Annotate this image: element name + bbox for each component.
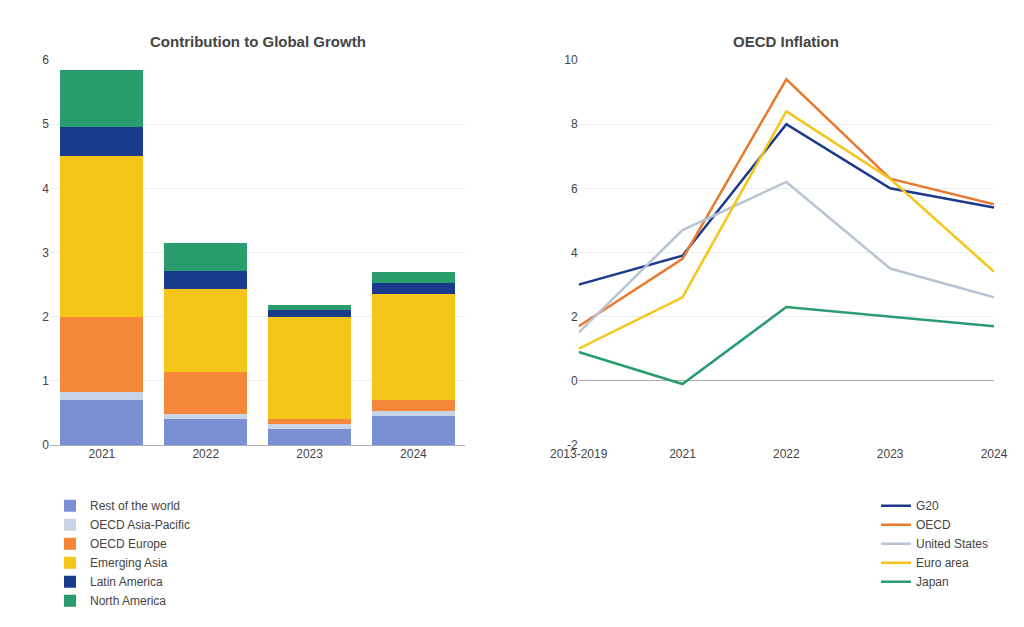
svg-text:2024: 2024 <box>981 447 1008 461</box>
svg-text:2: 2 <box>42 310 49 324</box>
svg-text:Rest of the world: Rest of the world <box>90 499 180 513</box>
svg-text:2023: 2023 <box>296 447 323 461</box>
svg-text:G20: G20 <box>916 499 939 513</box>
svg-text:3: 3 <box>42 246 49 260</box>
svg-text:OECD Europe: OECD Europe <box>90 537 167 551</box>
svg-text:2: 2 <box>571 310 578 324</box>
svg-text:2022: 2022 <box>773 447 800 461</box>
svg-text:2021: 2021 <box>669 447 696 461</box>
svg-text:OECD: OECD <box>916 518 951 532</box>
svg-text:Emerging Asia: Emerging Asia <box>90 556 168 570</box>
svg-text:Latin America: Latin America <box>90 575 163 589</box>
svg-text:5: 5 <box>42 117 49 131</box>
svg-text:6: 6 <box>571 182 578 196</box>
svg-text:North America: North America <box>90 594 166 608</box>
svg-text:6: 6 <box>42 53 49 67</box>
svg-text:4: 4 <box>571 246 578 260</box>
svg-text:Japan: Japan <box>916 575 949 589</box>
svg-text:8: 8 <box>571 117 578 131</box>
svg-text:2021: 2021 <box>89 447 116 461</box>
svg-text:2023: 2023 <box>877 447 904 461</box>
svg-text:OECD Asia-Pacific: OECD Asia-Pacific <box>90 518 190 532</box>
svg-text:1: 1 <box>42 374 49 388</box>
svg-text:10: 10 <box>564 53 578 67</box>
svg-text:4: 4 <box>42 182 49 196</box>
svg-text:OECD Inflation: OECD Inflation <box>733 33 839 50</box>
svg-text:2024: 2024 <box>400 447 427 461</box>
svg-text:2013-2019: 2013-2019 <box>550 447 608 461</box>
svg-text:0: 0 <box>571 374 578 388</box>
svg-text:Euro area: Euro area <box>916 556 969 570</box>
svg-text:0: 0 <box>42 438 49 452</box>
svg-text:Contribution to Global Growth: Contribution to Global Growth <box>150 33 366 50</box>
svg-text:United States: United States <box>916 537 988 551</box>
svg-text:-2: -2 <box>567 438 578 452</box>
svg-text:2022: 2022 <box>192 447 219 461</box>
